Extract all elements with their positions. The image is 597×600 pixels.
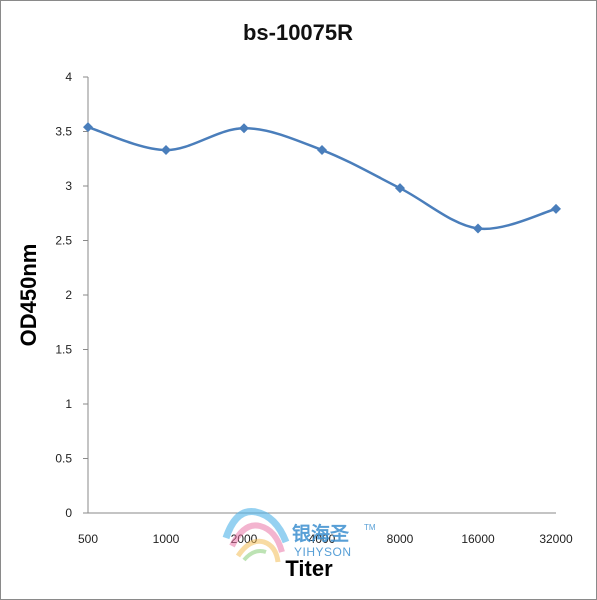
- y-tick-label-5: 2.5: [55, 234, 72, 248]
- data-point-1000: [161, 145, 171, 155]
- y-tick-label-3: 1.5: [55, 343, 72, 357]
- y-tick-label-0: 0: [65, 506, 72, 520]
- chart-title: bs-10075R: [243, 20, 353, 45]
- data-point-16000: [473, 224, 483, 234]
- watermark-english-text: YIHYSON: [294, 545, 352, 559]
- x-tick-label-1: 1000: [153, 532, 180, 546]
- data-point-2000: [239, 123, 249, 133]
- series-line-0: [88, 127, 556, 229]
- data-point-8000: [395, 183, 405, 193]
- y-tick-label-8: 4: [65, 70, 72, 84]
- x-tick-label-6: 32000: [539, 532, 573, 546]
- x-tick-label-5: 16000: [461, 532, 495, 546]
- y-tick-label-6: 3: [65, 179, 72, 193]
- y-axis-title: OD450nm: [16, 244, 41, 347]
- y-tick-label-7: 3.5: [55, 125, 72, 139]
- x-tick-label-4: 8000: [387, 532, 414, 546]
- data-point-4000: [317, 145, 327, 155]
- watermark-chinese-text: 银海圣: [292, 522, 350, 545]
- watermark-tm: TM: [364, 523, 376, 532]
- y-tick-label-1: 0.5: [55, 452, 72, 466]
- x-axis-title: Titer: [285, 556, 333, 581]
- data-point-32000: [551, 204, 561, 214]
- x-tick-label-0: 500: [78, 532, 98, 546]
- data-point-500: [83, 122, 93, 132]
- y-tick-label-4: 2: [65, 288, 72, 302]
- y-tick-label-2: 1: [65, 397, 72, 411]
